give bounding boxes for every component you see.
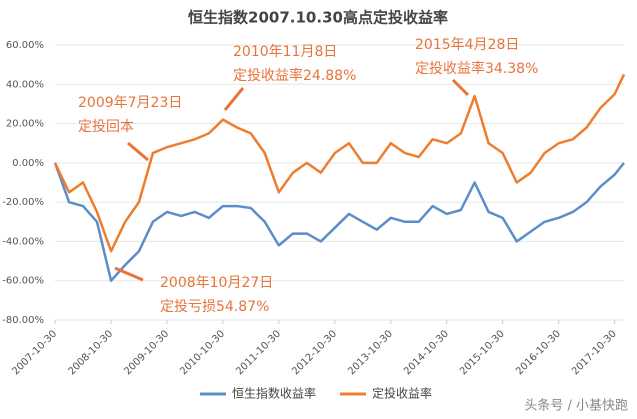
annotation: 2015年4月28日: [415, 37, 519, 53]
y-tick-label: -40.00%: [2, 236, 44, 247]
annotation: 2008年10月27日: [160, 275, 273, 291]
x-tick-label: 2009-10-30: [122, 328, 171, 377]
watermark: 头条号 / 小基快跑: [524, 398, 628, 414]
x-tick-label: 2011-10-30: [234, 328, 283, 377]
line-series: [53, 73, 626, 253]
y-tick-label: 40.00%: [6, 79, 44, 90]
line-series: [53, 162, 625, 282]
y-tick-label: 60.00%: [6, 40, 44, 51]
annotation: 2010年11月8日: [233, 44, 337, 60]
x-tick-label: 2007-10-30: [10, 328, 59, 377]
annotation: 定投亏损54.87%: [160, 299, 269, 315]
annotation: 2009年7月23日: [78, 95, 182, 111]
annotation: 定投收益率24.88%: [233, 67, 356, 84]
x-tick-label: 2016-10-30: [514, 328, 563, 377]
y-tick-label: -80.00%: [2, 315, 44, 326]
annotation-arrow: [451, 78, 470, 97]
x-tick-label: 2010-10-30: [178, 328, 227, 377]
y-tick-label: 20.00%: [6, 119, 44, 130]
x-tick-label: 2013-10-30: [346, 328, 395, 377]
y-tick-label: 0.00%: [12, 158, 44, 169]
y-tick-label: -60.00%: [2, 276, 44, 287]
annotation-arrow: [114, 266, 144, 282]
annotation: 定投回本: [78, 119, 134, 135]
y-tick-label: -20.00%: [2, 197, 44, 208]
x-tick-label: 2015-10-30: [458, 328, 507, 377]
annotation-arrow: [223, 87, 245, 111]
x-tick-label: 2014-10-30: [402, 328, 451, 377]
annotation-arrow: [127, 141, 149, 162]
chart-title: 恒生指数2007.10.30高点定投收益率: [188, 9, 448, 27]
annotation: 定投收益率34.38%: [415, 60, 538, 77]
x-tick-label: 2017-10-30: [570, 328, 619, 377]
legend-label: 恒生指数收益率: [232, 386, 316, 401]
x-tick-label: 2012-10-30: [290, 328, 339, 377]
x-tick-label: 2008-10-30: [66, 328, 115, 377]
legend-label: 定投收益率: [372, 386, 432, 401]
